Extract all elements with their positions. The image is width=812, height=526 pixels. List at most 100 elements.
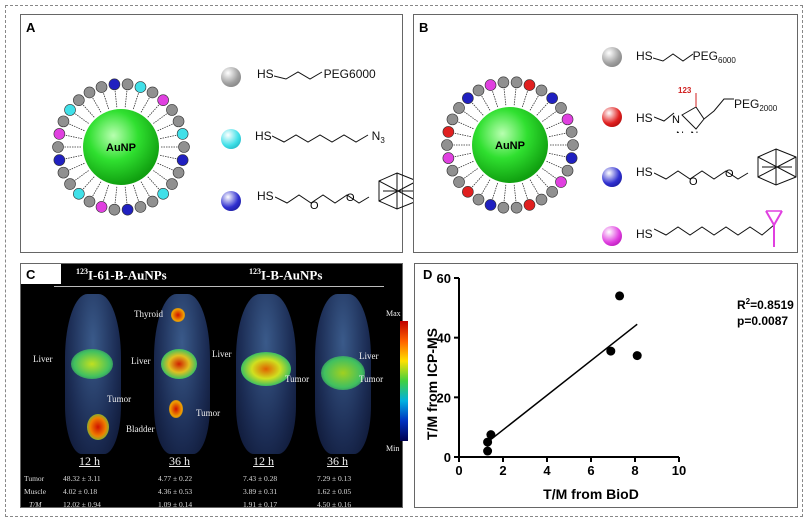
time-label: 12 h [79,454,100,468]
panel-d: D 0 2 4 6 8 10 0 20 40 60 T/M from BioD T/M from … [414,263,798,508]
colorbar-min: Min [386,444,400,453]
colorbar-max: Max [386,309,401,318]
svg-text:4: 4 [543,463,551,478]
panel-c-label: C [21,264,61,284]
svg-text:N: N [672,114,680,126]
group2-title: 123I-B-AuNPs [249,267,323,283]
table-cell: 7.43 ± 0.28 [243,474,278,483]
table-cell: 7.29 ± 0.13 [317,474,352,483]
ligand-antibody: HS [636,210,783,247]
antibody-icon [654,210,783,247]
svg-text:O: O [346,192,355,204]
data-point [486,430,496,440]
row-label-tm: T/M [29,500,42,509]
title-underline [54,286,384,287]
ligand-ball-gray-icon [602,47,622,67]
svg-text:AuNP: AuNP [495,140,525,152]
carborane-cage-icon: OO [275,172,418,212]
svg-text:O: O [310,200,319,212]
time-label: 36 h [327,454,348,468]
liver-hotspot [161,349,197,379]
annotation-thyroid: Thyroid [134,309,163,319]
panel-b-label: B [419,20,429,35]
annotation-tumor: Tumor [285,374,310,384]
table-cell: 1.91 ± 0.17 [243,500,278,509]
panel-d-label: D [423,267,433,282]
carborane-cage-icon: OO [654,148,797,188]
ligand-azide: HS N3 [255,129,385,145]
annotation-liver: Liver [33,354,53,364]
aunp-nanoparticle-b: AuNP [441,76,579,214]
ligand-peg6000: HS PEG6000 [636,49,736,65]
svg-text:20: 20 [437,390,451,405]
svg-text:0: 0 [455,463,462,478]
group1-title: 123I-61-B-AuNPs [76,267,167,283]
svg-text:O: O [725,168,734,180]
ligand-ball-cyan-icon [221,129,241,149]
ligand-iodo-triazole-peg2000: HS N N=N 123 PEG2000 [636,86,777,133]
panel-a-label: A [26,20,36,35]
svg-text:10: 10 [672,463,686,478]
data-point [632,351,642,361]
liver-hotspot [321,356,365,390]
table-cell: 4.50 ± 0.16 [317,500,352,509]
ligand-peg6000: HS PEG6000 [257,67,376,81]
annotation-liver: Liver [359,351,379,361]
table-cell: 1.09 ± 0.14 [158,500,193,509]
data-point [483,446,493,456]
table-cell: 48.32 ± 3.11 [63,474,101,483]
svg-text:6: 6 [587,463,594,478]
time-label: 36 h [169,454,190,468]
bladder-hotspot [169,400,183,418]
aunp-nanoparticle-a: AuNP [52,78,190,216]
svg-text:p=0.0087: p=0.0087 [737,314,788,328]
ligand-ball-gray-icon [221,67,241,87]
svg-text:AuNP: AuNP [106,142,136,154]
ligand-ball-magenta-icon [602,226,622,246]
row-label-muscle: Muscle [24,487,47,496]
svg-text:T/M from BioD: T/M from BioD [543,486,639,502]
table-cell: 12.02 ± 0.94 [63,500,101,509]
svg-text:T/M from ICP-MS: T/M from ICP-MS [424,328,440,440]
svg-text:123: 123 [678,86,692,95]
row-label-tumor: Tumor [24,474,45,483]
scatter-chart: 0 2 4 6 8 10 0 20 40 60 T/M from BioD T/M from IC… [424,271,794,502]
colorbar [400,321,408,441]
svg-text:N=N: N=N [676,130,698,133]
svg-text:O: O [689,176,698,188]
table-cell: 3.89 ± 0.31 [243,487,278,496]
data-point [483,437,493,447]
table-cell: 4.36 ± 0.53 [158,487,193,496]
thyroid-hotspot [171,308,185,322]
annotation-liver: Liver [131,356,151,366]
annotation-tumor: Tumor [107,394,132,404]
annotation-liver: Liver [212,349,232,359]
table-cell: 1.62 ± 0.05 [317,487,352,496]
panel-c: C 123I-61-B-AuNPs 123I-B-AuNPs Liver Tum… [20,263,408,509]
data-point [615,291,625,301]
table-cell: 4.77 ± 0.22 [158,474,193,483]
liver-hotspot [241,352,291,386]
annotation-tumor: Tumor [359,374,384,384]
liver-hotspot [71,349,113,379]
svg-text:8: 8 [631,463,638,478]
tumor-hotspot [87,414,109,440]
figure-frame [5,5,803,517]
ligand-ball-blue-icon [602,167,622,187]
ligand-ball-blue-icon [221,191,241,211]
table-cell: 4.02 ± 0.18 [63,487,98,496]
annotation-bladder: Bladder [126,424,155,434]
svg-text:2: 2 [499,463,506,478]
svg-text:40: 40 [437,331,451,346]
annotation-tumor: Tumor [196,408,221,418]
svg-text:R2=0.8519: R2=0.8519 [737,297,794,312]
data-point [606,346,616,356]
time-label: 12 h [253,454,274,468]
ligand-ball-red-icon [602,107,622,127]
svg-text:60: 60 [437,271,451,286]
svg-text:0: 0 [444,450,451,465]
